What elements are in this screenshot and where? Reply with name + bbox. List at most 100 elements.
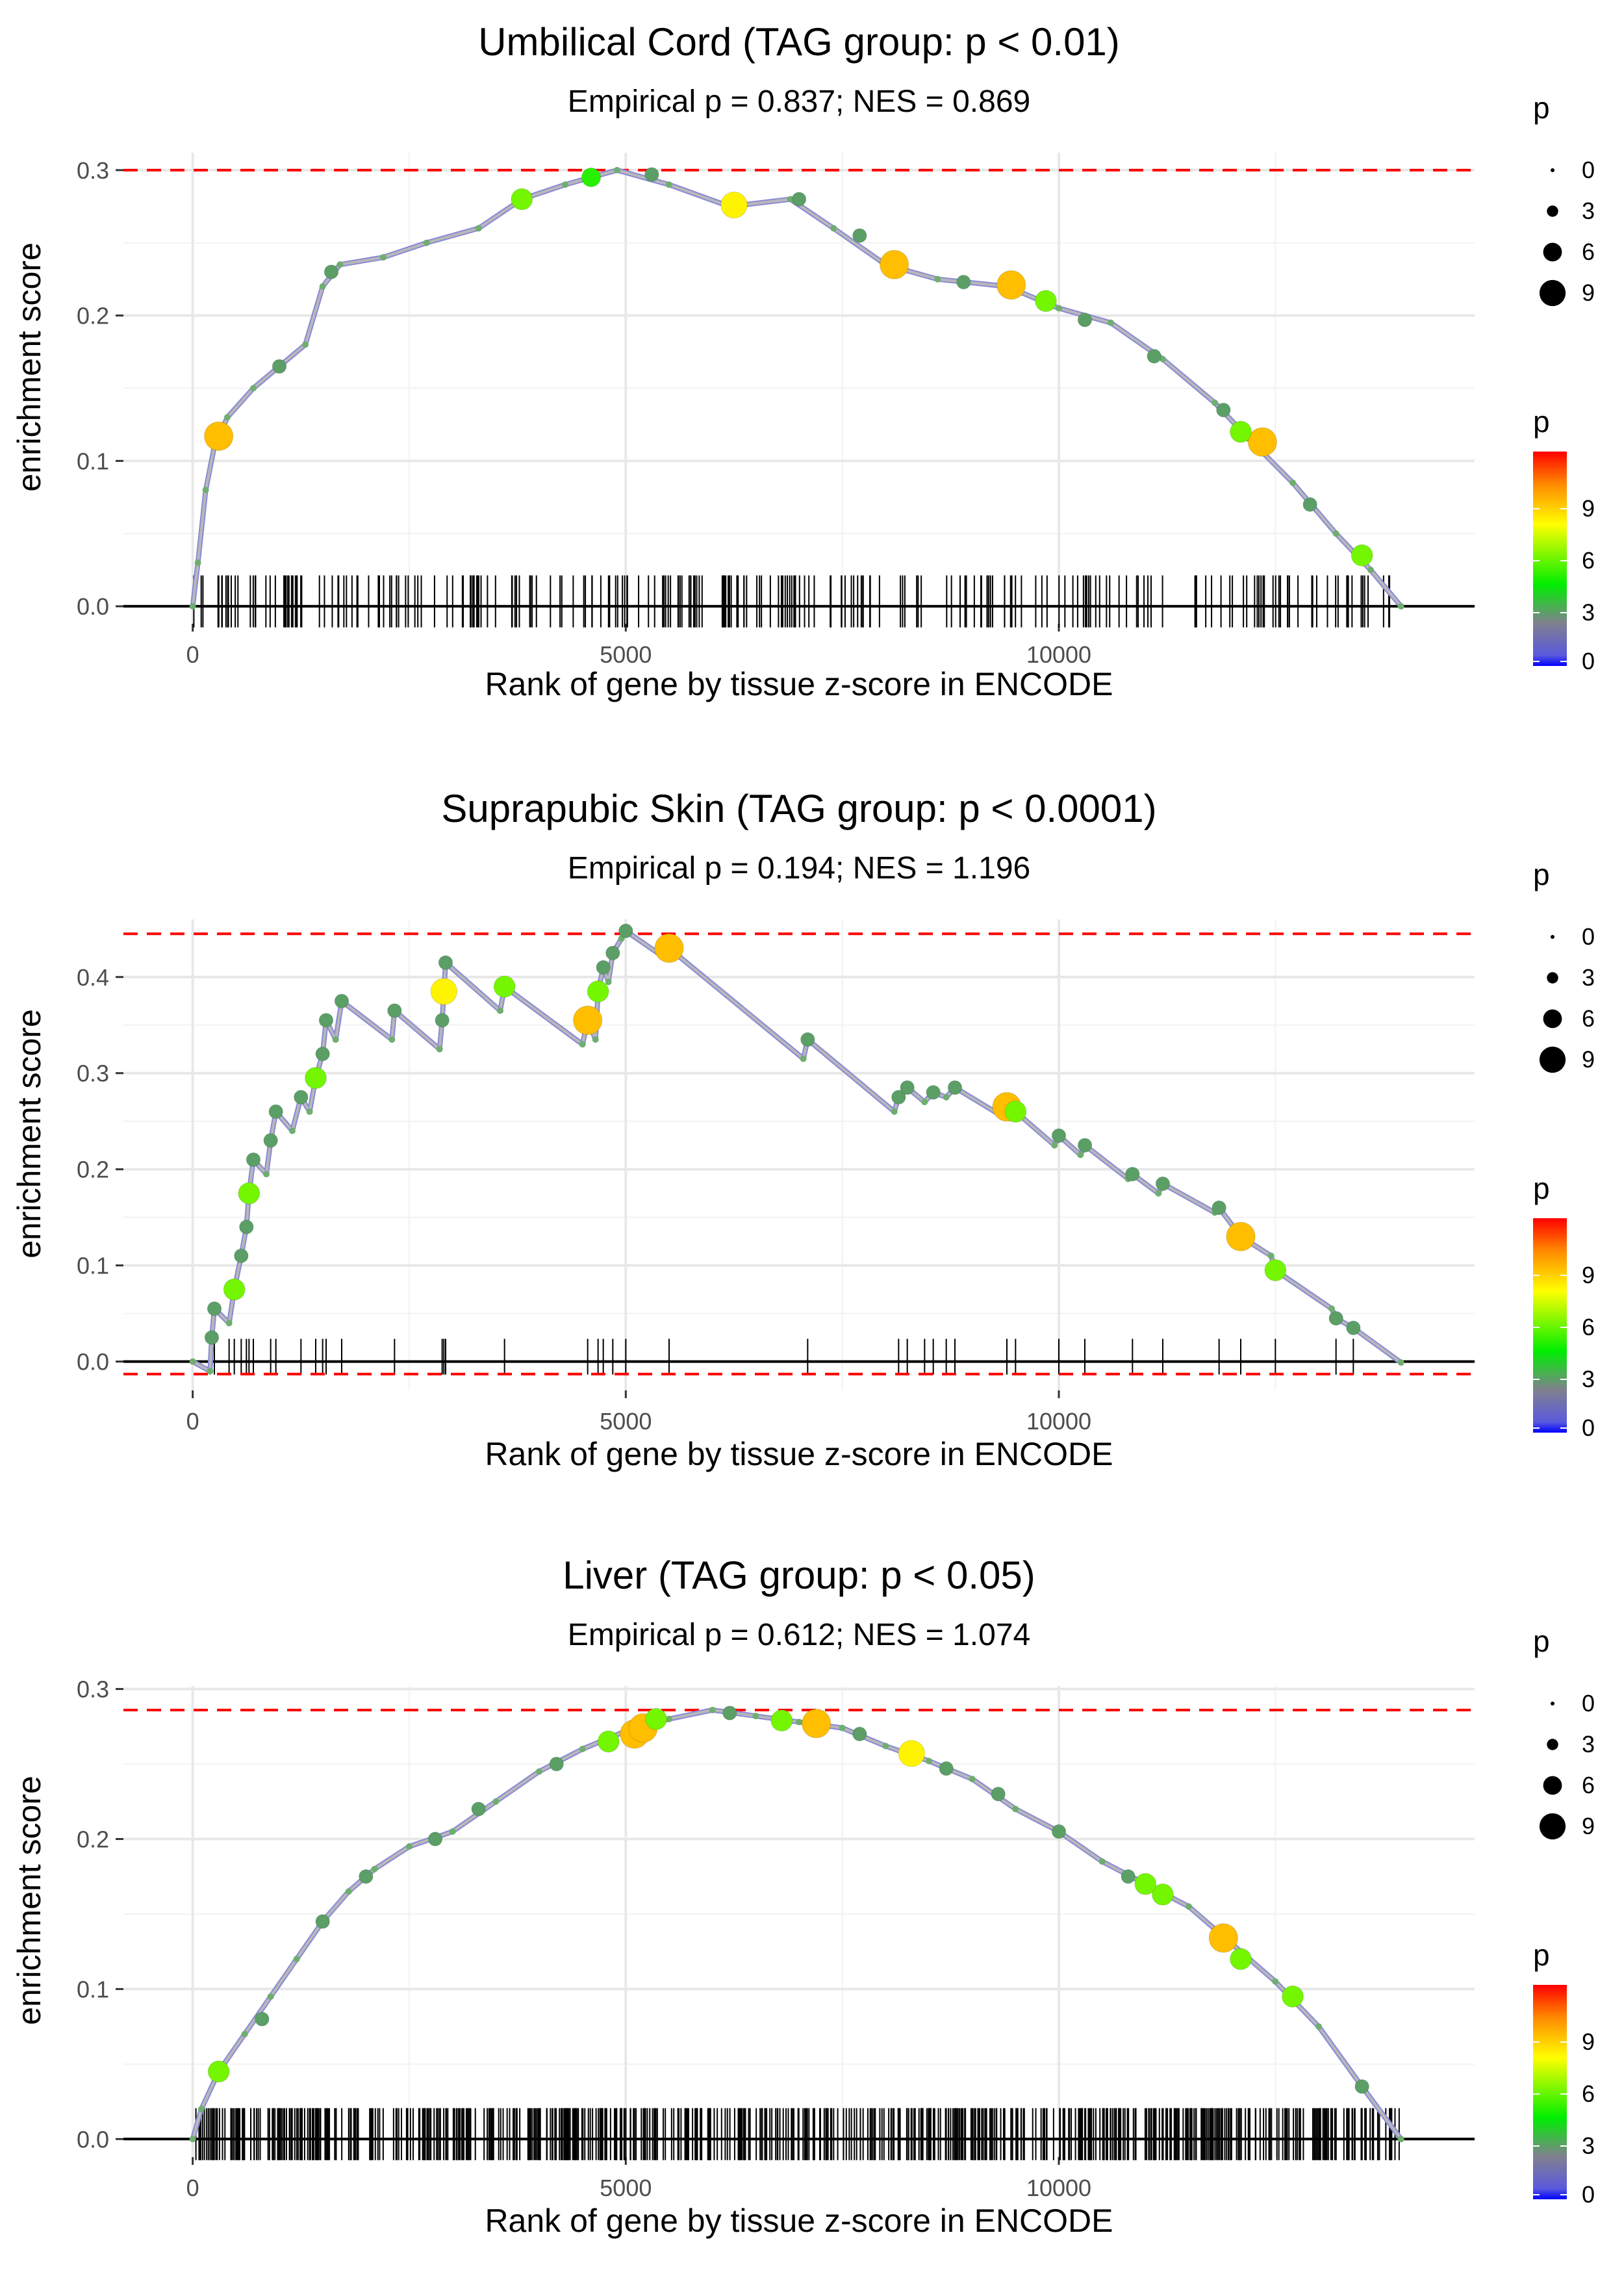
curve-point (449, 1828, 456, 1835)
curve-point (1367, 567, 1374, 574)
x-tick-label: 0 (186, 2175, 199, 2201)
curve-point (882, 1743, 889, 1750)
curve-point (1397, 603, 1404, 610)
chart-subtitle: Empirical p = 0.194; NES = 1.196 (568, 851, 1030, 886)
gene-point (294, 1090, 309, 1105)
curve-point (336, 261, 344, 268)
gene-point (207, 1301, 222, 1316)
x-tick-label: 5000 (600, 641, 652, 668)
gene-point (800, 1032, 815, 1047)
color-legend-label: 9 (1582, 2028, 1595, 2055)
color-legend-label: 3 (1582, 2132, 1595, 2159)
y-tick-label: 0.3 (77, 1676, 109, 1703)
gene-point (1051, 1824, 1067, 1839)
curve-point (709, 1706, 716, 1713)
gene-point (898, 1740, 926, 1767)
gene-point (1125, 1166, 1140, 1182)
gene-point (926, 1085, 941, 1100)
size-legend-label: 6 (1582, 238, 1595, 265)
gene-point (720, 191, 748, 219)
gene-point (359, 1869, 374, 1884)
gene-point (1230, 1948, 1252, 1971)
size-legend-dot (1547, 205, 1558, 217)
curve-point (475, 225, 482, 232)
curve-point (969, 1776, 976, 1783)
gene-point (605, 945, 620, 960)
gene-point (315, 1046, 330, 1062)
curve-point (189, 2136, 196, 2143)
y-tick-label: 0.3 (77, 157, 109, 184)
curve-point (1186, 1903, 1192, 1910)
x-tick-label: 10000 (1026, 2175, 1091, 2201)
y-tick-label: 0.1 (77, 1253, 109, 1279)
size-legend-dot (1547, 972, 1558, 984)
curve-point (1051, 1142, 1058, 1149)
gene-point (204, 1330, 220, 1345)
gene-point (1208, 1923, 1238, 1953)
chart-subtitle: Empirical p = 0.837; NES = 0.869 (568, 84, 1030, 119)
size-legend-label: 0 (1582, 157, 1595, 183)
size-legend-title: p (1533, 858, 1550, 891)
x-tick-label: 0 (186, 641, 199, 668)
gene-point (493, 975, 516, 998)
gene-point (1264, 1259, 1287, 1281)
gene-point (334, 993, 349, 1008)
color-legend-label: 6 (1582, 2080, 1595, 2107)
color-legend-label: 6 (1582, 547, 1595, 574)
gene-point (1134, 1872, 1157, 1895)
x-tick-label: 10000 (1026, 641, 1091, 668)
gene-point (1077, 1138, 1093, 1153)
gene-point (770, 1709, 793, 1732)
es-curve (192, 929, 1402, 1373)
y-tick-label: 0.2 (77, 303, 109, 329)
gene-point (1328, 1310, 1343, 1326)
curve-point (241, 2030, 248, 2038)
gene-point (645, 1707, 667, 1730)
x-tick-label: 10000 (1026, 1408, 1091, 1435)
gene-point (1302, 497, 1317, 512)
curve-point (579, 1745, 586, 1752)
curve-point (1155, 1190, 1162, 1197)
y-axis-title: enrichment score (11, 1776, 47, 2025)
curve-point (614, 166, 620, 173)
y-axis-title: enrichment score (11, 242, 47, 492)
gene-point (1230, 420, 1252, 443)
gene-point (991, 1787, 1006, 1802)
chart-title: Liver (TAG group: p < 0.05) (563, 1553, 1035, 1597)
curve-point (1332, 530, 1339, 537)
gene-point (204, 421, 234, 451)
curve-point (293, 1956, 300, 1963)
size-legend-title: p (1533, 1624, 1550, 1658)
gene-point (1051, 1128, 1067, 1143)
size-legend-title: p (1533, 91, 1550, 125)
gene-point (268, 1104, 283, 1119)
es-curve (191, 168, 1402, 607)
size-legend-label: 3 (1582, 964, 1595, 991)
size-legend-dot (1543, 242, 1562, 262)
curve-point (752, 1713, 759, 1720)
color-legend-label: 3 (1582, 1366, 1595, 1392)
gene-point (1155, 1176, 1171, 1192)
curve-point (198, 2106, 205, 2113)
curve-point (423, 239, 430, 246)
gene-point (318, 1013, 334, 1028)
curve-point (380, 254, 387, 261)
color-legend-label: 6 (1582, 1314, 1595, 1340)
curve-point (189, 1358, 196, 1365)
chart-marks: 0.0 0.1 0.2 0.3 0 5000 10000 0.0 0.1 0.2 0.3 0.4 0 50… (77, 153, 1567, 2201)
es-curve-underlay (191, 928, 1403, 1374)
size-legend-label: 6 (1582, 1005, 1595, 1032)
gene-point (791, 192, 807, 207)
x-axis-title: Rank of gene by tissue z-score in ENCODE (485, 666, 1113, 702)
gene-point (947, 1080, 963, 1095)
curve-point (332, 1036, 339, 1043)
curve-point (263, 1171, 270, 1178)
curve-point (345, 1888, 352, 1895)
color-legend-label: 0 (1582, 2181, 1595, 2208)
curve-point (289, 1127, 296, 1134)
gene-point (852, 228, 867, 243)
curve-point (562, 181, 568, 188)
curve-point (436, 1045, 443, 1053)
curve-point (225, 1320, 233, 1327)
